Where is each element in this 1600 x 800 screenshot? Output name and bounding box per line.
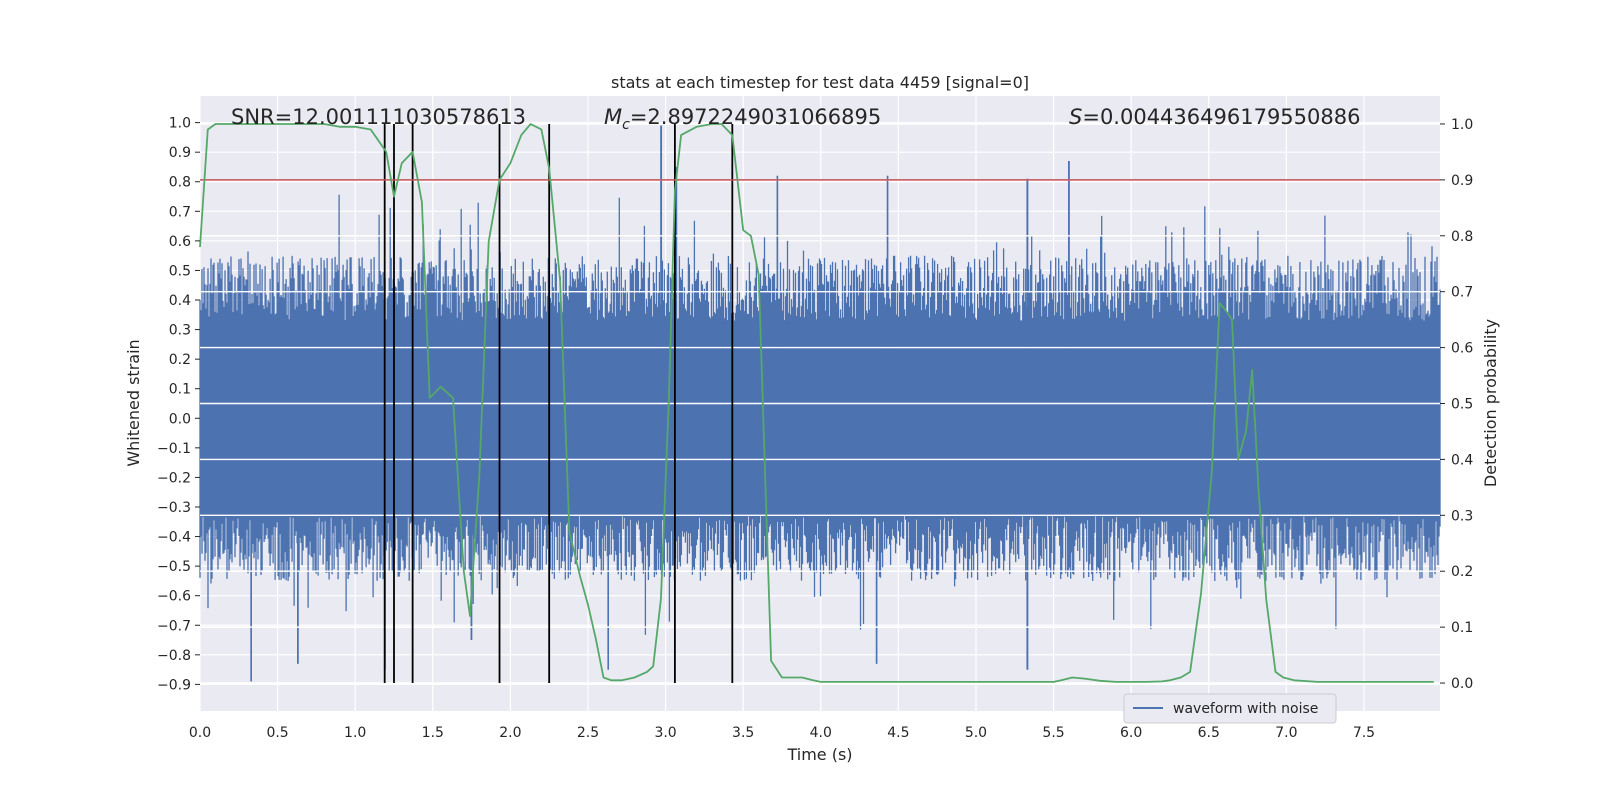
x-tick-labels: 0.0 0.5 1.0 1.5 2.0 2.5 3.0 3.5 4.0 4.5 5.0 5.5 6.0 6… — [189, 725, 1375, 741]
y-tick-label: 0.8 — [169, 175, 191, 191]
y-tick-label: 0.6 — [169, 234, 191, 250]
probability-series — [199, 123, 1434, 683]
x-tick-label: 4.5 — [887, 725, 909, 741]
y-tick-label: −0.8 — [157, 648, 191, 664]
y2-axis-label: Detection probability — [1481, 319, 1500, 487]
y-tick-label: −0.5 — [157, 559, 191, 575]
y2-tick-label: 0.0 — [1451, 676, 1473, 692]
y-tick-label: −0.4 — [157, 530, 191, 546]
y2-tick-label: 0.1 — [1451, 620, 1473, 636]
x-tick-label: 2.5 — [577, 725, 599, 741]
y-tick-label: 0.5 — [169, 263, 191, 279]
chirp-mass-value: =2.8972249031066895 — [630, 105, 881, 129]
y2-tick-label: 0.9 — [1451, 173, 1473, 189]
y2-tick-label: 0.4 — [1451, 452, 1473, 468]
y-tick-label: −0.7 — [157, 618, 191, 634]
s-value: =0.004436496179550886 — [1082, 105, 1360, 129]
s-symbol: S — [1069, 105, 1082, 129]
x-tick-label: 6.0 — [1120, 725, 1142, 741]
x-tick-label: 2.0 — [499, 725, 521, 741]
y-tick-label: −0.6 — [157, 589, 191, 605]
y-tick-label: 0.4 — [169, 293, 191, 309]
y-axis-label: Whitened strain — [124, 339, 143, 466]
x-tick-label: 1.0 — [344, 725, 366, 741]
y2-tick-label: 0.6 — [1451, 341, 1473, 357]
x-tick-label: 3.0 — [654, 725, 676, 741]
x-tick-label: 7.0 — [1275, 725, 1297, 741]
x-tick-label: 6.5 — [1198, 725, 1220, 741]
y2-tick-label: 0.7 — [1451, 285, 1473, 301]
y2-tick-label: 0.3 — [1451, 508, 1473, 524]
s-annotation: S=0.004436496179550886 — [1069, 105, 1360, 129]
x-tick-label: 1.5 — [422, 725, 444, 741]
y2-tick-label: 1.0 — [1451, 117, 1473, 133]
x-tick-label: 7.5 — [1353, 725, 1375, 741]
y2-tick-label: 0.2 — [1451, 564, 1473, 580]
probability-line — [199, 123, 1434, 683]
y2-tick-label: 0.5 — [1451, 397, 1473, 413]
y-tick-label: 0.1 — [169, 382, 191, 398]
chirp-mass-symbol: M — [604, 105, 622, 129]
x-tick-label: 0.5 — [266, 725, 288, 741]
chirp-mass-subscript: c — [622, 117, 630, 133]
x-tick-label: 0.0 — [189, 725, 211, 741]
y-tick-labels: 1.0 0.9 0.8 0.7 0.6 0.5 0.4 0.3 0.2 0.1 0.0 −0.1 −0.… — [157, 116, 200, 693]
y2-tick-label: 0.8 — [1451, 229, 1473, 245]
legend: waveform with noise — [1123, 693, 1337, 724]
y-tick-label: −0.1 — [157, 441, 191, 457]
x-axis-label: Time (s) — [786, 745, 852, 764]
x-tick-label: 5.5 — [1042, 725, 1064, 741]
y-tick-label: −0.3 — [157, 500, 191, 516]
y-tick-label: 1.0 — [169, 116, 191, 132]
x-tick-label: 4.0 — [810, 725, 832, 741]
snr-annotation: SNR=12.001111030578613 — [231, 105, 526, 129]
y-tick-label: −0.2 — [157, 470, 191, 486]
x-tick-label: 5.0 — [965, 725, 987, 741]
y-tick-label: 0.7 — [169, 204, 191, 220]
chirp-mass-annotation: Mc=2.8972249031066895 — [604, 105, 881, 133]
chart-title: stats at each timestep for test data 445… — [611, 73, 1029, 92]
legend-box — [1123, 693, 1337, 724]
x-tick-label: 3.5 — [732, 725, 754, 741]
y-tick-label: 0.0 — [169, 411, 191, 427]
legend-label: waveform with noise — [1173, 701, 1318, 717]
vertical-markers — [383, 123, 734, 684]
y-tick-label: −0.9 — [157, 677, 191, 693]
y-tick-label: 0.3 — [169, 323, 191, 339]
y-tick-label: 0.2 — [169, 352, 191, 368]
y-tick-label: 0.9 — [169, 145, 191, 161]
y2-tick-labels: 1.0 0.9 0.8 0.7 0.6 0.5 0.4 0.3 0.2 0.1 0.0 — [1440, 117, 1473, 692]
